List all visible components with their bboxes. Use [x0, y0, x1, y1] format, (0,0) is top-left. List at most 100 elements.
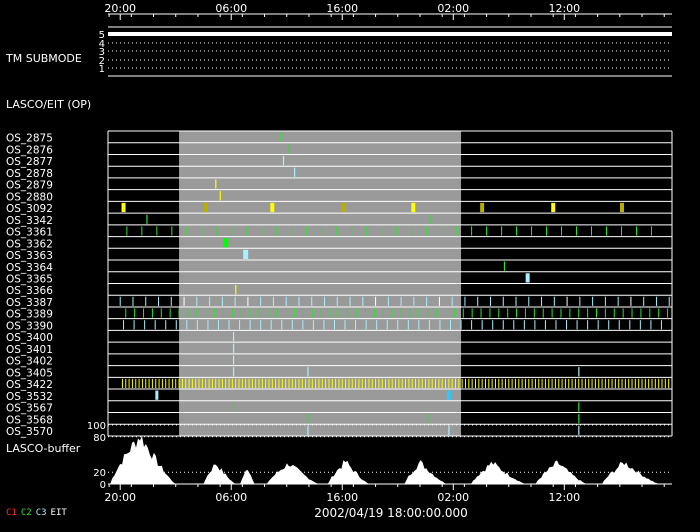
row-event — [391, 378, 393, 389]
row-event — [494, 378, 496, 389]
row-event — [186, 226, 188, 236]
row-event — [598, 378, 600, 389]
buffer-tick-label: 100 — [87, 421, 106, 432]
bottom-tick-label: 20:00 — [104, 491, 136, 504]
row-event — [464, 378, 466, 389]
row-event — [298, 296, 300, 306]
row-event — [578, 414, 580, 424]
row-event — [462, 308, 464, 318]
row-event — [658, 378, 660, 389]
bottom-tick-label: 06:00 — [215, 491, 247, 504]
row-event — [574, 378, 576, 389]
row-event — [285, 308, 287, 318]
row-event — [544, 320, 546, 330]
row-event — [347, 308, 349, 318]
row-event — [604, 308, 606, 318]
row-event — [546, 226, 548, 236]
row-event — [445, 308, 447, 318]
row-event — [315, 378, 317, 389]
row-event — [270, 320, 272, 330]
bottom-tick-label: 12:00 — [548, 491, 580, 504]
row-label: OS_3365 — [6, 273, 53, 285]
buffer-bump — [602, 462, 659, 484]
row-event — [667, 308, 669, 318]
row-event — [144, 320, 146, 330]
buffer-tick-label: 20 — [93, 468, 106, 479]
row-event — [601, 378, 603, 389]
row-event — [232, 402, 235, 412]
row-event — [471, 226, 473, 236]
row-event — [405, 378, 407, 389]
row-event — [331, 378, 333, 389]
row-event — [523, 320, 525, 330]
row-event — [356, 308, 358, 318]
row-event — [643, 296, 645, 306]
row-event — [630, 296, 632, 306]
submode-level-label: 5 — [99, 30, 105, 41]
row-event — [181, 378, 183, 389]
top-time-axis: 20:00 06:00 16:00 02:00 12:00 — [104, 2, 672, 20]
row-event — [133, 320, 135, 330]
row-event — [126, 226, 128, 236]
row-label: OS_3568 — [6, 414, 53, 426]
row-event — [400, 296, 402, 306]
row-event — [366, 226, 368, 236]
row-event — [480, 308, 482, 318]
row-event — [446, 390, 451, 400]
row-event — [302, 308, 304, 318]
row-event — [155, 378, 157, 389]
row-event — [251, 378, 253, 389]
row-event — [231, 378, 233, 389]
row-event — [128, 378, 130, 389]
row-event — [544, 378, 546, 389]
row-event — [418, 320, 420, 330]
submode-level-label: 4 — [99, 39, 105, 50]
row-event — [409, 308, 411, 318]
row-event — [592, 296, 594, 306]
row-event — [650, 320, 652, 330]
row-event — [195, 378, 197, 389]
row-event — [368, 378, 370, 389]
row-event — [448, 425, 450, 435]
buffer-tick-label: 80 — [93, 433, 106, 444]
row-event — [445, 378, 447, 389]
row-event — [307, 414, 309, 424]
row-event — [234, 296, 236, 306]
row-event — [503, 261, 506, 271]
row-event — [151, 378, 153, 389]
row-event — [171, 226, 173, 236]
row-event — [541, 296, 543, 306]
row-event — [294, 167, 296, 177]
row-event — [288, 144, 290, 154]
row-event — [178, 378, 180, 389]
row-event — [628, 378, 630, 389]
row-event — [378, 378, 380, 389]
row-event — [448, 378, 450, 389]
row-event — [201, 226, 203, 236]
row-event — [436, 308, 438, 318]
row-event — [516, 308, 518, 318]
row-event — [305, 378, 307, 389]
row-event — [639, 320, 641, 330]
row-event — [249, 320, 251, 330]
row-event — [135, 378, 137, 389]
row-event — [451, 378, 453, 389]
row-event — [514, 378, 516, 389]
os-rows: OS_2875OS_2876OS_2877OS_2878OS_2879OS_28… — [6, 130, 673, 438]
row-event — [132, 296, 134, 306]
row-event — [338, 378, 340, 389]
row-event — [232, 331, 235, 342]
row-event — [421, 378, 423, 389]
row-event — [608, 320, 610, 330]
row-event — [558, 378, 560, 389]
row-event — [451, 296, 453, 306]
row-event — [489, 308, 491, 318]
row-event — [279, 132, 281, 142]
row-event — [288, 378, 290, 389]
row-event — [278, 378, 280, 389]
row-event — [165, 320, 167, 330]
row-event — [186, 320, 188, 330]
row-event — [468, 378, 470, 389]
row-event — [629, 320, 631, 330]
